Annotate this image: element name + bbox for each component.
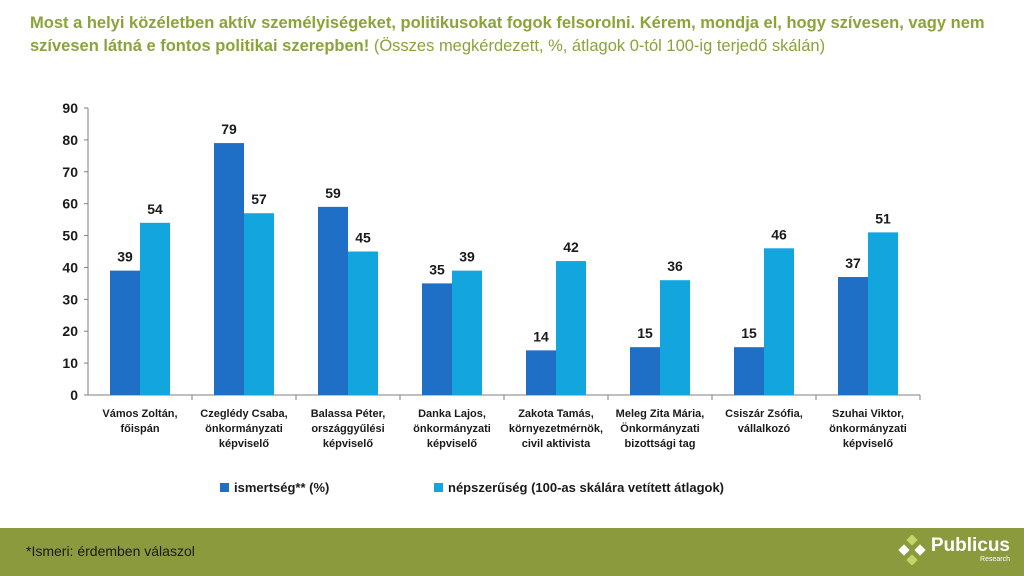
x-tick-label: Danka Lajos, [418,408,486,420]
data-label: 37 [845,255,861,271]
x-tick-label: Meleg Zita Mária, [616,408,705,420]
x-tick-label: önkormányzati [413,423,491,435]
y-tick-label: 60 [62,196,78,212]
y-tick-label: 40 [62,259,78,275]
bar-series1 [734,347,764,395]
x-tick-label: képviselő [219,438,269,450]
legend-swatch-series1 [220,483,229,492]
bar-series2 [660,280,690,395]
logo-name: Publicus [930,535,1010,556]
data-label: 45 [355,230,371,246]
legend-item-series2: népszerűség (100-as skálára vetített átl… [434,480,724,495]
bar-series2 [868,232,898,395]
y-tick-label: 50 [62,228,78,244]
bar-chart: 0 10 20 30 40 50 60 70 80 90 39 54 Vámos Zoltán, főis… [62,100,921,450]
logo-diamond-icon [898,535,926,565]
bar-series1 [838,277,868,395]
y-tick-label: 20 [62,323,78,339]
bar-series2 [452,270,482,395]
y-tick-label: 70 [62,164,78,180]
chart-title: Most a helyi közéletben aktív személyisé… [30,12,1000,58]
bar-series2 [348,251,378,395]
x-tick-label: Vámos Zoltán, [102,408,177,420]
x-tick-label: főispán [120,423,159,435]
bar-series1 [214,143,244,395]
x-tick-label: önkormányzati [205,423,283,435]
x-tick-label: képviselő [843,438,893,450]
footnote: *Ismeri: érdemben válaszol [26,543,195,559]
x-tick-label: Zakota Tamás, [518,408,594,420]
bar-series2 [140,222,170,395]
data-label: 15 [637,325,653,341]
x-tick-label: önkormányzati [829,423,907,435]
x-tick-label: képviselő [427,438,477,450]
y-tick-label: 0 [70,387,78,403]
data-label: 46 [771,226,787,242]
legend-swatch-series2 [434,483,443,492]
data-label: 39 [459,249,475,265]
legend-label-series2: népszerűség (100-as skálára vetített átl… [448,480,725,495]
x-tick-label: Önkormányzati [620,422,699,435]
x-tick-label: vállalkozó [738,423,791,435]
data-label: 39 [117,249,133,265]
x-tick-label: Csiszár Zsófia, [725,408,803,420]
data-label: 35 [429,261,445,277]
bar-series2 [764,248,794,395]
x-tick-label: Czeglédy Csaba, [200,408,287,420]
data-label: 36 [667,258,683,274]
y-tick-label: 10 [62,355,78,371]
y-tick-label: 90 [62,100,78,116]
bar-series1 [422,283,452,395]
x-tick-label: bizottsági tag [625,438,696,450]
data-label: 51 [875,210,891,226]
data-label: 54 [147,201,163,217]
x-tick-label: civil aktivista [522,438,591,450]
bar-series1 [630,347,660,395]
x-tick-label: országgyűlési [311,423,384,435]
footer-bar [0,528,1024,576]
bar-series2 [244,213,274,395]
logo-sub: Research [980,556,1010,563]
data-label: 59 [325,185,341,201]
bar-series2 [556,261,586,395]
legend-item-series1: ismertség** (%) [220,480,329,495]
data-label: 14 [533,328,549,344]
y-tick-label: 30 [62,291,78,307]
x-tick-label: Szuhai Viktor, [832,408,904,420]
bar-series1 [526,350,556,395]
data-label: 79 [221,121,237,137]
title-bold: Most a helyi közéletben aktív személyisé… [30,14,985,55]
x-tick-label: Balassa Péter, [311,408,386,420]
x-tick-label: képviselő [323,438,373,450]
bar-series1 [110,270,140,395]
x-tick-label: környezetmérnök, [509,423,603,435]
legend-label-series1: ismertség** (%) [234,480,330,495]
data-label: 42 [563,239,579,255]
bar-series1 [318,206,348,395]
title-subtitle: (Összes megkérdezett, %, átlagok 0-tól 1… [369,37,826,55]
y-tick-label: 80 [62,132,78,148]
publicus-logo: Publicus Research [897,535,1010,565]
data-label: 57 [251,191,267,207]
data-label: 15 [741,325,757,341]
